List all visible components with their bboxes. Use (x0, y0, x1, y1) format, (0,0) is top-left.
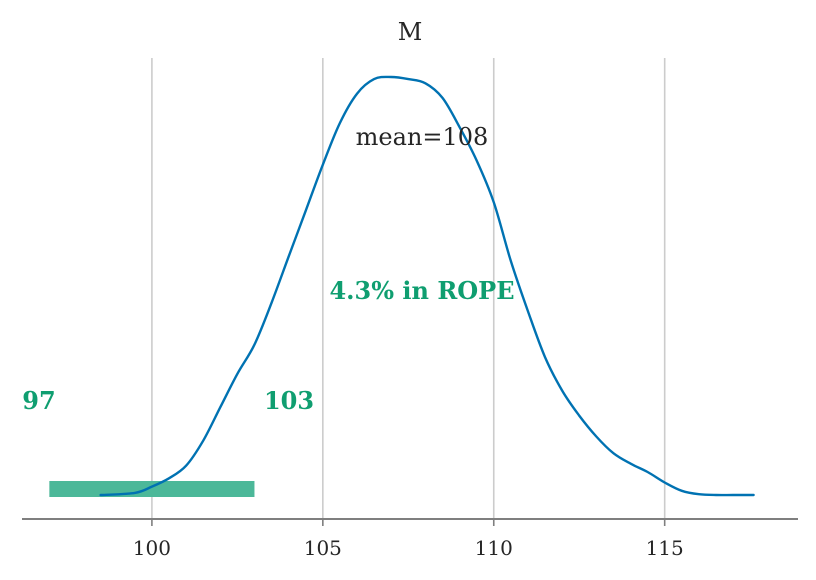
rope-high-label: 103 (264, 386, 314, 415)
x-tick-label-100: 100 (133, 536, 171, 560)
rope-percentage-label: 4.3% in ROPE (329, 276, 514, 305)
x-tick-label-110: 110 (475, 536, 513, 560)
rope-bar (49, 481, 255, 497)
chart-title: M (398, 18, 423, 46)
density-curve (99, 75, 755, 497)
x-axis-ticks: 100 105 110 115 (133, 519, 684, 560)
rope-low-label: 97 (22, 386, 55, 415)
point-estimate-label: mean=108 (356, 123, 489, 151)
grid-lines (151, 58, 666, 519)
x-tick-label-115: 115 (646, 536, 684, 560)
x-tick-label-105: 105 (304, 536, 342, 560)
